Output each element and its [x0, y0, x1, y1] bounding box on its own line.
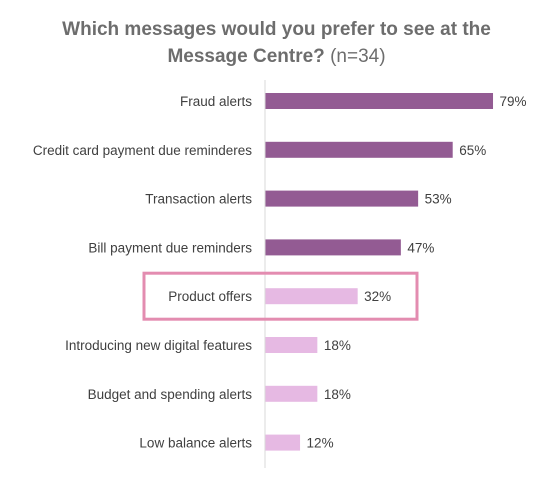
category-label: Product offers: [168, 289, 252, 304]
bar: [265, 190, 419, 207]
category-label: Introducing new digital features: [65, 338, 252, 353]
category-label: Transaction alerts: [145, 192, 252, 207]
data-label: 53%: [425, 192, 452, 207]
data-label: 18%: [324, 338, 351, 353]
data-label: 18%: [324, 387, 351, 402]
category-label: Budget and spending alerts: [88, 387, 253, 402]
category-label: Fraud alerts: [180, 94, 252, 109]
category-label: Low balance alerts: [139, 436, 252, 451]
bar: [265, 93, 494, 109]
chart-title: Which messages would you prefer to see a…: [0, 16, 553, 70]
data-label: 79%: [500, 94, 527, 109]
bar: [265, 385, 318, 402]
data-label: 47%: [407, 240, 434, 255]
bar: [265, 141, 453, 158]
bar: [265, 337, 318, 353]
bar: [265, 288, 358, 305]
category-label: Credit card payment due reminderes: [33, 143, 252, 158]
data-label: 12%: [307, 436, 334, 451]
bar: [265, 239, 401, 256]
data-label: 32%: [364, 289, 391, 304]
bar: [265, 434, 301, 451]
category-label: Bill payment due reminders: [88, 240, 252, 255]
title-line-1: Which messages would you prefer to see a…: [62, 19, 491, 40]
title-line-2: Message Centre?: [167, 46, 325, 67]
chart-subtitle: (n=34): [330, 46, 386, 67]
highlight-box: [142, 271, 419, 321]
data-label: 65%: [459, 143, 486, 158]
